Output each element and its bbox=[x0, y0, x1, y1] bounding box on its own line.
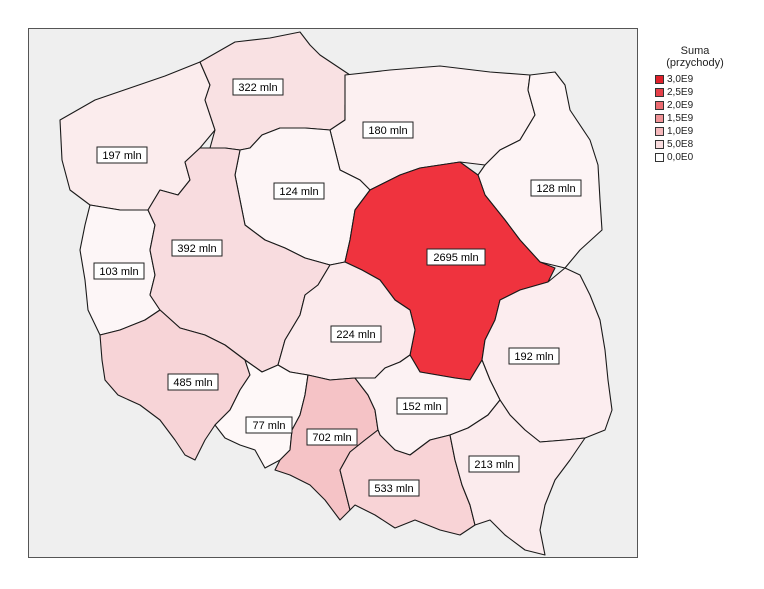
label-text: 702 mln bbox=[312, 432, 351, 444]
label-podkarpackie: 213 mln bbox=[468, 455, 520, 473]
legend-item: 0,0E0 bbox=[655, 151, 740, 164]
label-slaskie: 702 mln bbox=[306, 428, 358, 446]
label-text: 192 mln bbox=[514, 351, 553, 363]
label-text: 124 mln bbox=[279, 186, 318, 198]
label-malopolskie: 533 mln bbox=[368, 479, 420, 497]
legend-item: 1,5E9 bbox=[655, 112, 740, 125]
legend-label: 2,5E9 bbox=[667, 87, 694, 98]
label-swietokrzyskie: 152 mln bbox=[396, 397, 448, 415]
legend-title: Suma (przychody) bbox=[650, 45, 740, 69]
label-kujawsko-pomorskie: 124 mln bbox=[273, 182, 325, 200]
legend-item: 2,5E9 bbox=[655, 86, 740, 99]
label-text: 180 mln bbox=[368, 125, 407, 137]
legend-title-line1: Suma bbox=[680, 45, 710, 57]
legend-swatch bbox=[655, 127, 664, 136]
label-mazowieckie: 2695 mln bbox=[426, 248, 486, 266]
legend-swatch bbox=[655, 153, 664, 162]
map-legend: Suma (przychody) 3,0E9 2,5E9 2,0E9 1,5E9… bbox=[650, 45, 740, 164]
legend-item: 1,0E9 bbox=[655, 125, 740, 138]
legend-label: 3,0E9 bbox=[667, 74, 694, 85]
legend-label: 0,0E0 bbox=[667, 152, 694, 163]
legend-label: 1,0E9 bbox=[667, 126, 694, 137]
region-podkarpackie[interactable] bbox=[449, 399, 586, 556]
label-lubuskie: 103 mln bbox=[93, 262, 145, 280]
legend-swatch bbox=[655, 88, 664, 97]
label-dolnoslaskie: 485 mln bbox=[167, 373, 219, 391]
label-text: 322 mln bbox=[238, 82, 277, 94]
legend-item: 2,0E9 bbox=[655, 99, 740, 112]
legend-swatch bbox=[655, 114, 664, 123]
label-lodzkie: 224 mln bbox=[330, 325, 382, 343]
label-text: 103 mln bbox=[99, 266, 138, 278]
label-warminsko-mazurskie: 180 mln bbox=[362, 121, 414, 139]
legend-swatch bbox=[655, 75, 664, 84]
label-text: 77 mln bbox=[252, 420, 285, 432]
label-opolskie: 77 mln bbox=[245, 416, 293, 434]
label-pomorskie: 322 mln bbox=[232, 78, 284, 96]
legend-item: 3,0E9 bbox=[655, 73, 740, 86]
label-text: 128 mln bbox=[536, 183, 575, 195]
label-text: 224 mln bbox=[336, 329, 375, 341]
label-lubelskie: 192 mln bbox=[508, 347, 560, 365]
label-zachodniopomorskie: 197 mln bbox=[96, 146, 148, 164]
legend-item: 5,0E8 bbox=[655, 138, 740, 151]
label-podlaskie: 128 mln bbox=[530, 179, 582, 197]
label-text: 485 mln bbox=[173, 377, 212, 389]
legend-label: 1,5E9 bbox=[667, 113, 694, 124]
label-text: 533 mln bbox=[374, 483, 413, 495]
legend-label: 2,0E9 bbox=[667, 100, 694, 111]
legend-label: 5,0E8 bbox=[667, 139, 694, 150]
label-text: 392 mln bbox=[177, 243, 216, 255]
label-text: 152 mln bbox=[402, 401, 441, 413]
label-text: 2695 mln bbox=[433, 252, 478, 264]
label-wielkopolskie: 392 mln bbox=[171, 239, 223, 257]
legend-title-line2: (przychody) bbox=[666, 57, 724, 69]
legend-swatch bbox=[655, 101, 664, 110]
legend-swatch bbox=[655, 140, 664, 149]
label-text: 197 mln bbox=[102, 150, 141, 162]
label-text: 213 mln bbox=[474, 459, 513, 471]
